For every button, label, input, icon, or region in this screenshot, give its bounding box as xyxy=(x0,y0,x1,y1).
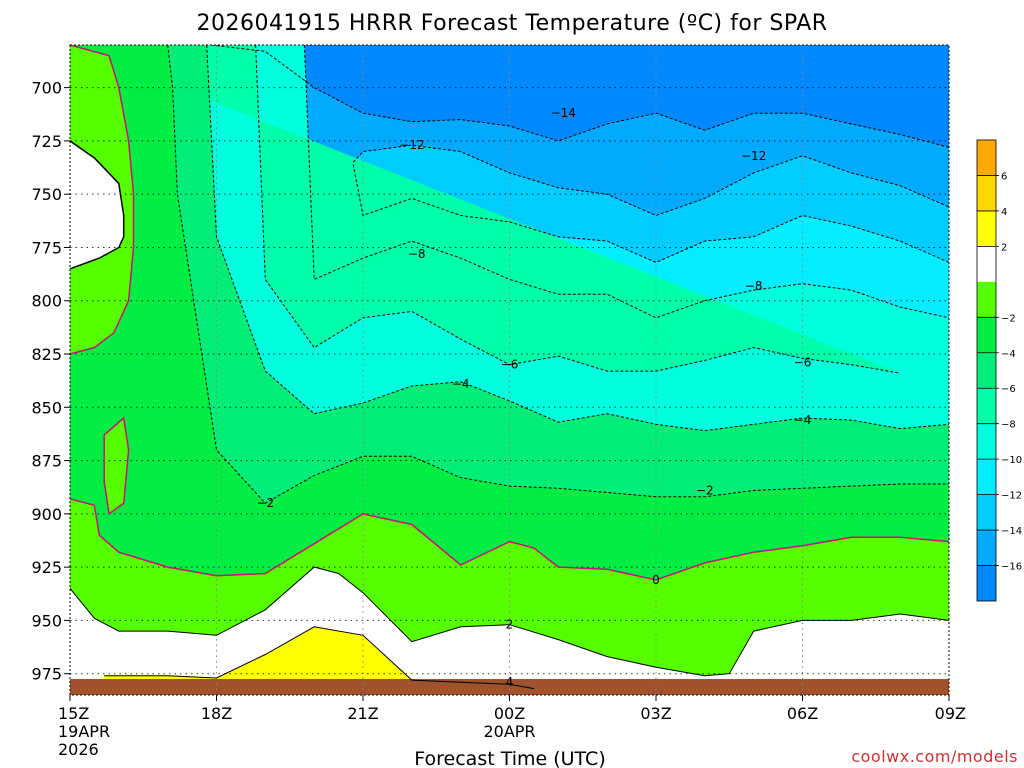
y-tick-label: 750 xyxy=(31,185,62,204)
x-date-label: 19APR xyxy=(58,722,110,741)
colorbar-tick-label: −2 xyxy=(1001,313,1016,324)
contour-line-4 xyxy=(104,626,534,690)
colorbar-bin xyxy=(977,246,996,282)
contour-label: 2 xyxy=(506,618,514,632)
y-tick-label: 700 xyxy=(31,79,62,98)
y-tick-label: 900 xyxy=(31,505,62,524)
x-year-label: 2026 xyxy=(58,740,99,759)
contour-label: 4 xyxy=(506,675,514,689)
contour-label: −12 xyxy=(741,149,766,163)
contour-line--10 xyxy=(352,164,949,263)
warm-pocket-1 xyxy=(70,140,124,269)
y-tick-label: 950 xyxy=(31,611,62,630)
x-tick-label: 09Z xyxy=(935,704,966,723)
contour-label: −2 xyxy=(696,483,714,497)
x-date-label: 20APR xyxy=(483,722,535,741)
warm-pocket-line-0 xyxy=(70,45,135,355)
warm-pocket-line-2 xyxy=(103,416,130,516)
colorbar-bin xyxy=(977,352,996,389)
contour-label: −4 xyxy=(794,413,812,427)
colorbar-bin xyxy=(977,281,996,318)
colorbar-tick-label: 4 xyxy=(1001,207,1007,218)
x-tick-label: 15Z xyxy=(58,704,89,723)
colorbar-bin xyxy=(977,175,996,211)
contour-line--2 xyxy=(167,45,949,504)
y-tick-label: 875 xyxy=(31,452,62,471)
colorbar-bin xyxy=(977,565,996,601)
contour-line--12 xyxy=(352,144,949,217)
y-tick-label: 925 xyxy=(31,558,62,577)
contour-label: −4 xyxy=(452,377,470,391)
contour-label: −8 xyxy=(745,279,763,293)
colorbar-bin xyxy=(977,459,996,495)
colorbar-bin xyxy=(977,494,996,531)
y-tick-label: 800 xyxy=(31,292,62,311)
warm-pocket-line-1 xyxy=(70,140,125,270)
y-tick-label: 850 xyxy=(31,398,62,417)
contour-label: −6 xyxy=(794,356,812,370)
colorbar-tick-label: −14 xyxy=(1001,526,1022,537)
y-tick-label: 775 xyxy=(31,238,62,257)
x-tick-label: 21Z xyxy=(347,704,378,723)
colorbar-tick-label: 6 xyxy=(1001,171,1007,182)
contour-line--14 xyxy=(211,45,949,148)
colorbar-bin xyxy=(977,530,996,566)
contour-line--6 xyxy=(255,45,901,374)
contour-label: 0 xyxy=(652,573,660,587)
x-tick-label: 03Z xyxy=(640,704,671,723)
chart-title: 2026041915 HRRR Forecast Temperature (ºC… xyxy=(196,11,827,36)
watermark: coolwx.com/models xyxy=(851,747,1018,766)
colorbar-tick-label: 2 xyxy=(1001,242,1007,253)
plot-area xyxy=(70,45,949,695)
contour-lines xyxy=(70,45,949,690)
contour-line--4 xyxy=(206,45,949,432)
contour-label: −8 xyxy=(408,247,426,261)
colorbar-bin xyxy=(977,210,996,247)
contour-line--8 xyxy=(303,45,949,319)
ground-strip xyxy=(70,679,949,695)
colorbar-frame xyxy=(976,139,997,602)
y-tick-label: 825 xyxy=(31,345,62,364)
colorbar-bin xyxy=(977,317,996,353)
contour-label: −14 xyxy=(551,106,576,120)
fill-band--2 xyxy=(70,45,949,695)
contour-line-0 xyxy=(70,498,949,581)
x-tick-label: 18Z xyxy=(201,704,232,723)
x-axis-label: Forecast Time (UTC) xyxy=(414,748,605,768)
colorbar-bin xyxy=(977,423,996,460)
contour-line-2 xyxy=(70,566,949,677)
fill-band--6 xyxy=(70,45,901,374)
x-tick-label: 06Z xyxy=(787,704,818,723)
y-tick-label: 975 xyxy=(31,665,62,684)
colorbar: 6 4 2 −2 −4 −6 −8 −10 −12 −14 −16 xyxy=(976,139,1022,602)
colorbar-tick-label: −16 xyxy=(1001,562,1022,573)
colorbar-tick-label: −12 xyxy=(1001,491,1022,502)
colorbar-tick-label: −4 xyxy=(1001,349,1016,360)
colorbar-tick-label: −10 xyxy=(1001,455,1022,466)
contour-label: −6 xyxy=(501,358,519,372)
contour-label: −12 xyxy=(399,138,424,152)
colorbar-bin xyxy=(977,140,996,176)
colorbar-bin xyxy=(977,388,996,424)
x-tick-label: 00Z xyxy=(494,704,525,723)
warm-pocket-2 xyxy=(104,418,129,514)
contour-label: −2 xyxy=(256,496,274,510)
y-tick-label: 725 xyxy=(31,132,62,151)
colorbar-tick-label: −6 xyxy=(1001,384,1016,395)
colorbar-tick-label: −8 xyxy=(1001,420,1016,431)
contour-labels: −14 −12 −12 −8 −8 −6 −6 −4 −4 −2 −2 0 2 4 xyxy=(256,106,812,689)
